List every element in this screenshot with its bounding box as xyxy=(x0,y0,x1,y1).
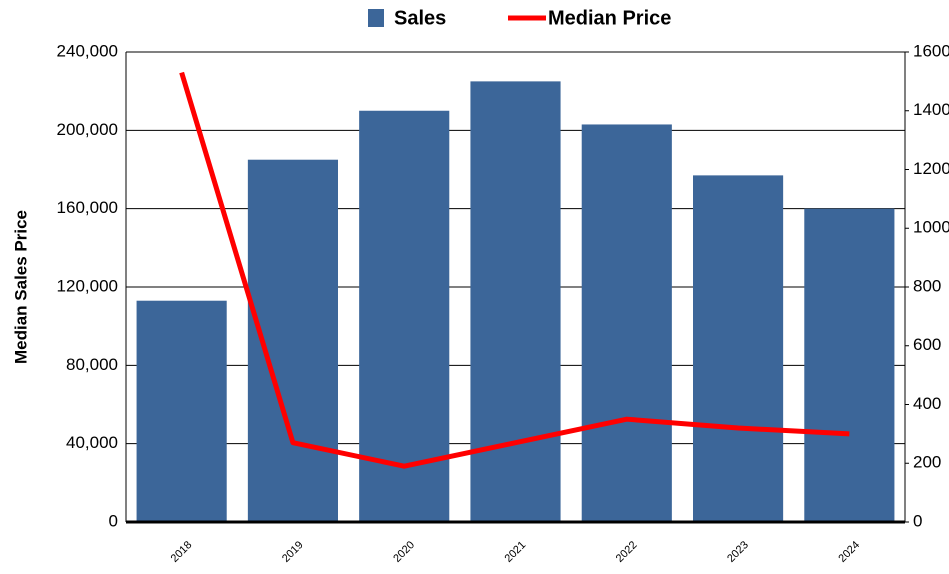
y2-tick-label: 1400 xyxy=(913,100,949,119)
y2-tick-label: 1600 xyxy=(913,41,949,60)
y2-tick-label: 400 xyxy=(913,394,941,413)
x-tick-label: 2024 xyxy=(836,539,862,565)
y2-tick-label: 1000 xyxy=(913,218,949,237)
bar xyxy=(581,124,672,522)
x-tick-label: 2021 xyxy=(503,539,529,565)
legend-swatch xyxy=(368,9,384,27)
bar xyxy=(693,175,784,522)
y2-tick-label: 800 xyxy=(913,276,941,295)
legend-label: Sales xyxy=(394,7,446,29)
legend-label: Median Price xyxy=(548,7,671,29)
y-tick-label: 120,000 xyxy=(57,276,118,295)
bar xyxy=(359,110,450,522)
y-axis-title: Median Sales Price xyxy=(11,210,30,364)
y-tick-label: 240,000 xyxy=(57,41,118,60)
y2-tick-label: 600 xyxy=(913,335,941,354)
x-tick-label: 2018 xyxy=(169,539,195,565)
y-tick-label: 0 xyxy=(109,511,118,530)
bar xyxy=(136,300,227,522)
y2-tick-label: 1200 xyxy=(913,159,949,178)
y-tick-label: 160,000 xyxy=(57,198,118,217)
bar xyxy=(804,208,895,522)
x-tick-label: 2019 xyxy=(280,539,306,565)
x-tick-label: 2023 xyxy=(725,539,751,565)
bar xyxy=(470,81,561,522)
y-tick-label: 200,000 xyxy=(57,120,118,139)
x-tick-label: 2022 xyxy=(614,539,640,565)
y-tick-label: 40,000 xyxy=(66,433,118,452)
y2-tick-label: 0 xyxy=(913,511,922,530)
y-tick-label: 80,000 xyxy=(66,355,118,374)
x-tick-label: 2020 xyxy=(391,539,417,565)
y2-tick-label: 200 xyxy=(913,453,941,472)
line xyxy=(179,71,850,469)
